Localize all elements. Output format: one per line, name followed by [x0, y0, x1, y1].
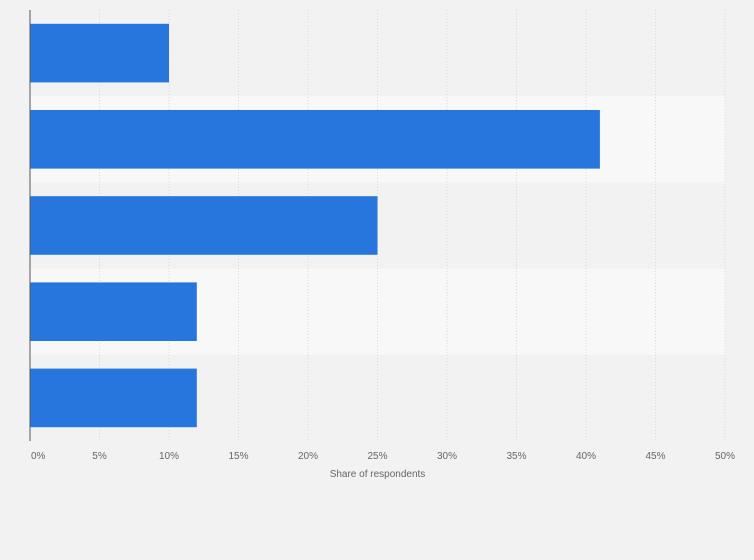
- x-tick-label: 25%: [367, 451, 387, 462]
- bars: [30, 23, 600, 428]
- x-tick-label: 10%: [159, 451, 179, 462]
- bar-3: [30, 196, 378, 255]
- x-tick-label: 45%: [645, 451, 665, 462]
- x-axis-title: Share of respondents: [330, 469, 426, 480]
- x-tick-label: 15%: [228, 451, 248, 462]
- x-tick-label: 5%: [92, 451, 107, 462]
- x-tick-label: 20%: [298, 451, 318, 462]
- bar-2: [30, 109, 600, 169]
- x-tick-label: 40%: [576, 451, 596, 462]
- bar-1: [30, 23, 169, 83]
- x-tick-label: 0%: [31, 451, 46, 462]
- bar-5: [30, 368, 197, 428]
- x-tick-label: 30%: [437, 451, 457, 462]
- bar-4: [30, 282, 197, 342]
- x-tick-labels: 0% 5% 10% 15% 20% 25% 30% 35% 40% 45% 50%: [31, 451, 735, 462]
- x-tick-label: 50%: [715, 451, 735, 462]
- x-tick-label: 35%: [506, 451, 526, 462]
